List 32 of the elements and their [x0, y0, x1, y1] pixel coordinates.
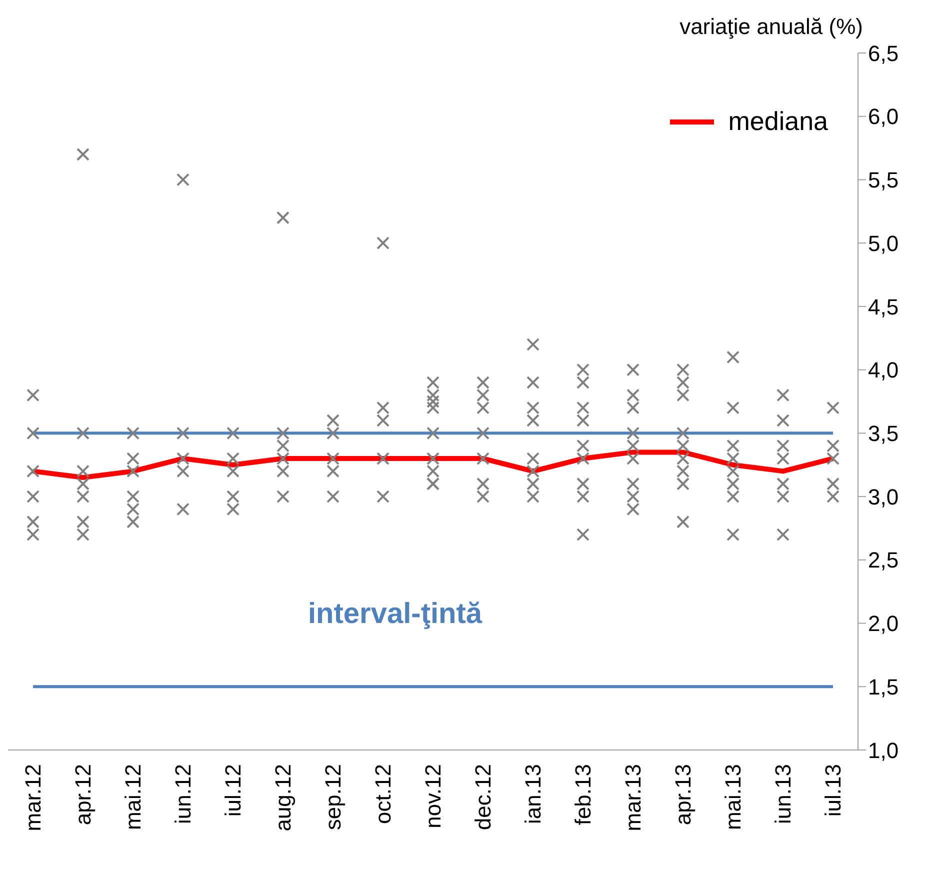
y-tick-label: 6,5 — [868, 40, 899, 66]
x-tick-label: iun.13 — [770, 764, 796, 824]
y-axis-title: variaţie anuală (%) — [680, 14, 863, 40]
annotation: interval-ţintă — [308, 598, 482, 631]
y-tick-label: 4,5 — [868, 294, 899, 320]
y-tick-label: 3,0 — [868, 484, 899, 510]
x-tick-label: oct.12 — [370, 764, 396, 824]
legend-label: mediana — [728, 106, 828, 137]
x-tick-label: mar.12 — [20, 764, 46, 832]
y-tick-label: 6,0 — [868, 104, 899, 130]
x-tick-label: apr.13 — [670, 764, 696, 826]
x-tick-label: dec.12 — [470, 764, 496, 830]
y-tick-label: 1,5 — [868, 674, 899, 700]
y-tick-label: 1,0 — [868, 738, 899, 763]
x-tick-label: mai.13 — [720, 764, 746, 830]
y-tick-label: 4,0 — [868, 358, 899, 383]
y-tick-label: 5,5 — [868, 168, 899, 193]
y-tick-label: 2,5 — [868, 548, 899, 573]
x-tick-label: mar.13 — [620, 764, 646, 832]
x-tick-label: feb.13 — [570, 764, 596, 826]
x-tick-label: sep.12 — [320, 764, 346, 830]
x-tick-label: aug.12 — [270, 764, 296, 832]
x-tick-label: iul.12 — [220, 764, 246, 817]
y-tick-label: 3,5 — [868, 420, 899, 446]
y-tick-label: 2,0 — [868, 611, 899, 636]
y-tick-label: 5,0 — [868, 230, 899, 256]
x-tick-label: iun.12 — [170, 764, 196, 824]
x-tick-label: nov.12 — [420, 764, 446, 828]
x-tick-label: apr.12 — [70, 764, 96, 826]
x-tick-label: mai.12 — [120, 764, 146, 830]
x-tick-label: iul.13 — [820, 764, 846, 817]
x-tick-label: ian.13 — [520, 764, 546, 824]
